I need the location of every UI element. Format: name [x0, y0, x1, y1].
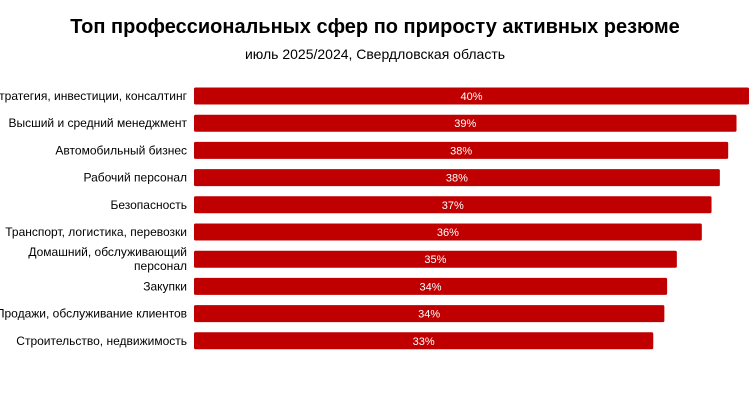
bar-group: 35% Домашний, обслуживающий персонал [28, 245, 677, 273]
category-label: Продажи, обслуживание клиентов [0, 307, 187, 321]
data-label: 33% [413, 336, 435, 348]
data-label: 37% [442, 200, 464, 212]
chart-title: Топ профессиональных сфер по приросту ак… [70, 16, 680, 38]
bar [194, 250, 677, 268]
bar [194, 141, 729, 159]
category-label: Домашний, обслуживающий персонал [28, 245, 187, 273]
bar-group: 33% Строительство, недвижимость [16, 332, 654, 350]
category-label: Строительство, недвижимость [16, 334, 187, 348]
bar [194, 277, 668, 295]
category-label: Автомобильный бизнес [55, 143, 187, 157]
data-label: 38% [450, 145, 472, 157]
bar-group: 34% Закупки [143, 277, 668, 295]
data-label: 38% [446, 173, 468, 185]
bar [194, 305, 665, 323]
category-label: Транспорт, логистика, перевозки [5, 225, 187, 239]
bar [194, 223, 702, 241]
bar [194, 332, 654, 350]
category-label: Стратегия, инвестиции, консалтинг [0, 89, 188, 103]
bar-group: 34% Продажи, обслуживание клиентов [0, 305, 665, 323]
bar [194, 114, 737, 132]
bar-group: 40% Стратегия, инвестиции, консалтинг [0, 87, 749, 105]
chart-subtitle: июль 2025/2024, Свердловская область [244, 46, 506, 62]
data-label: 36% [437, 227, 459, 239]
bar-group: 38% Рабочий персонал [83, 169, 720, 187]
data-label: 34% [418, 309, 440, 321]
data-label: 39% [454, 118, 476, 130]
category-label: Высший и средний менеджмент [8, 116, 187, 130]
data-label: 34% [420, 281, 442, 293]
bar-group: 38% Автомобильный бизнес [55, 141, 729, 159]
bar-group: 36% Транспорт, логистика, перевозки [5, 223, 702, 241]
bar-group: 37% Безопасность [110, 196, 712, 214]
bar [194, 169, 720, 187]
category-label: Закупки [143, 279, 187, 293]
data-label: 35% [424, 254, 446, 266]
category-label: Рабочий персонал [83, 171, 187, 185]
bar-group: 39% Высший и средний менеджмент [8, 114, 737, 132]
bar [194, 87, 749, 105]
data-label: 40% [460, 91, 482, 103]
category-label: Безопасность [110, 198, 187, 212]
bar [194, 196, 712, 214]
